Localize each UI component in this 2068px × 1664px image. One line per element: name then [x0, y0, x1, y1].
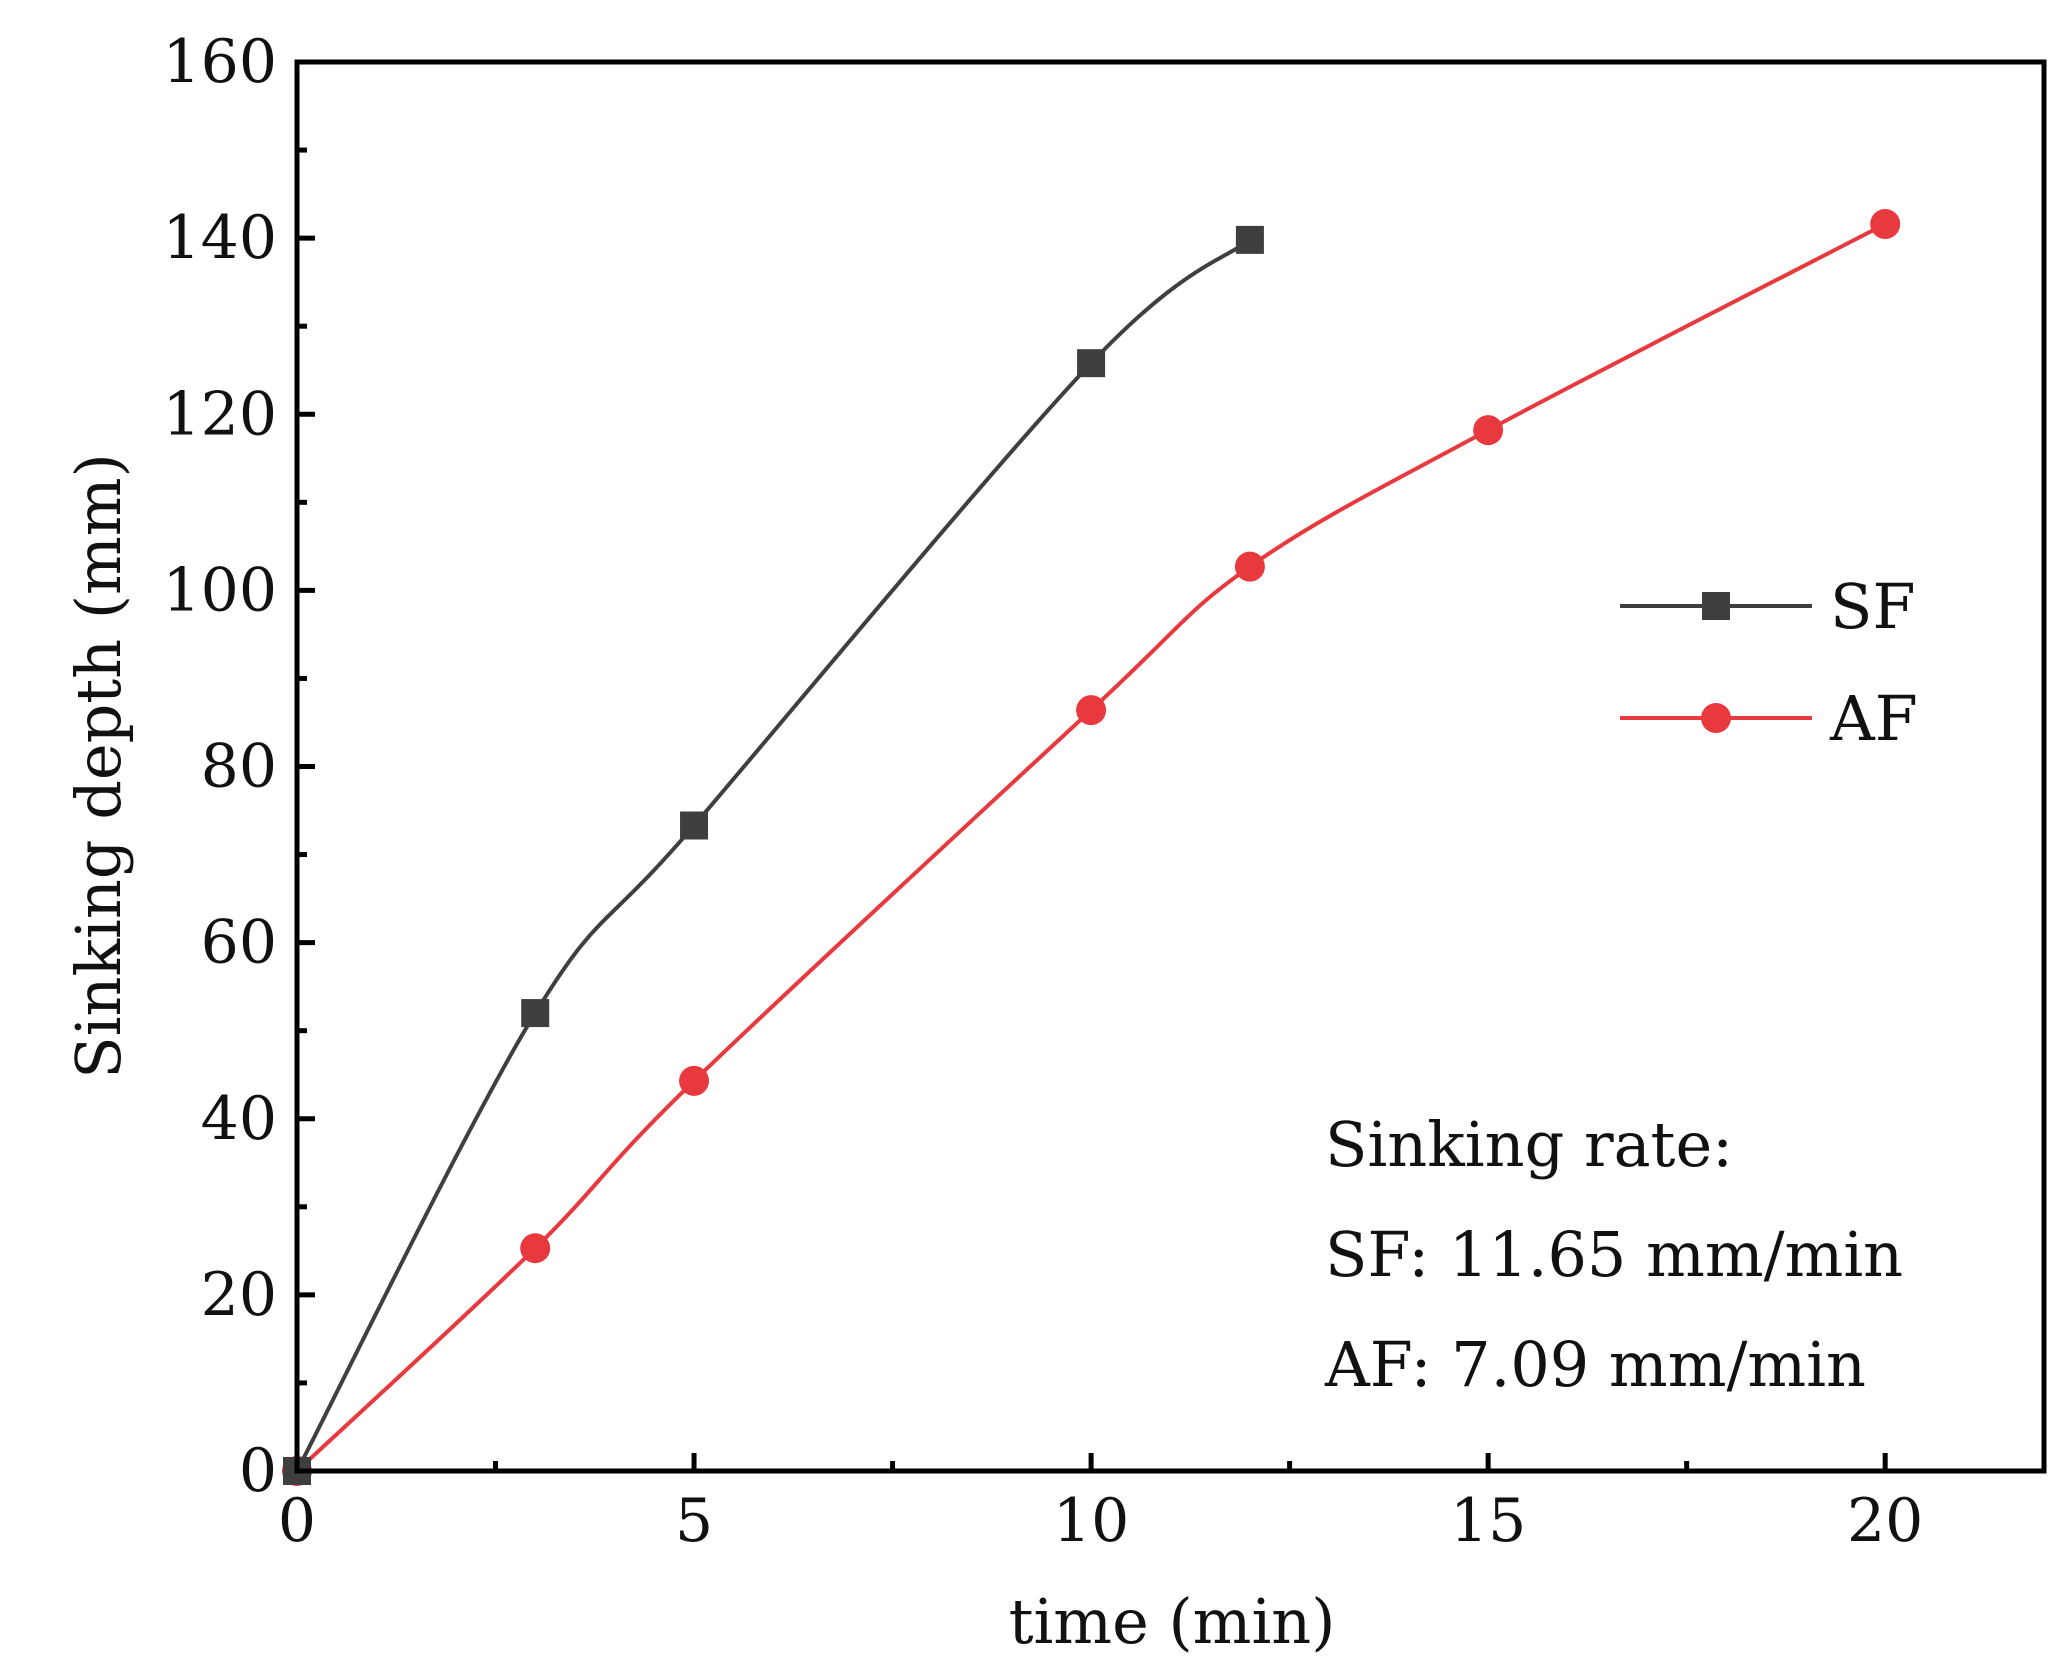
axes-layer: 0 5 10 15 20 0 20 40 60 80 100 120 140 160 [162, 27, 1923, 1556]
x-axis-label: time (min) [1009, 1585, 1336, 1658]
series-af-point [679, 1065, 710, 1096]
series-af-point [1234, 551, 1265, 582]
series-sf-point [1235, 225, 1264, 254]
legend-sf-label: SF [1830, 570, 1916, 643]
annotation-line-1: Sinking rate: [1325, 1108, 1733, 1181]
y-tick-label: 80 [201, 732, 277, 802]
x-tick-label: 0 [278, 1486, 316, 1556]
y-axis-label: Sinking depth (mm) [62, 453, 135, 1079]
legend-entry-af: AF [1620, 682, 1918, 755]
series-sf-point [680, 811, 709, 840]
series-sf-point [521, 999, 550, 1028]
legend-entry-sf: SF [1620, 570, 1916, 643]
y-tick-label: 160 [162, 27, 277, 97]
annotation-line-2: SF: 11.65 mm/min [1325, 1218, 1903, 1291]
series-sf-line [295, 238, 1252, 1472]
series-af-point [1870, 209, 1901, 240]
legend-af-label: AF [1829, 682, 1918, 755]
legend: SF AF [1620, 570, 1918, 755]
legend-af-marker [1701, 703, 1731, 733]
y-tick-label: 60 [201, 908, 277, 978]
series-af-point [520, 1233, 551, 1264]
legend-sf-marker [1702, 592, 1730, 620]
annotation-line-3: AF: 7.09 mm/min [1324, 1328, 1866, 1401]
series-layer [282, 209, 1901, 1486]
series-af-point [1076, 695, 1107, 726]
y-tick-label: 120 [162, 379, 277, 449]
series-af-point [1473, 415, 1504, 446]
y-tick-label: 140 [162, 203, 277, 273]
y-tick-label: 0 [239, 1436, 277, 1506]
x-tick-label: 20 [1847, 1486, 1923, 1556]
x-tick-label: 15 [1450, 1486, 1526, 1556]
y-tick-label: 20 [201, 1260, 277, 1330]
y-tick-label: 100 [162, 555, 277, 625]
x-tick-label: 5 [675, 1486, 713, 1556]
series-af [282, 209, 1901, 1486]
y-tick-label: 40 [201, 1084, 277, 1154]
series-sf [283, 225, 1264, 1485]
sinking-rate-annotation: Sinking rate: SF: 11.65 mm/min AF: 7.09 … [1324, 1108, 1903, 1401]
series-sf-point [1077, 349, 1106, 378]
x-tick-label: 10 [1053, 1486, 1129, 1556]
